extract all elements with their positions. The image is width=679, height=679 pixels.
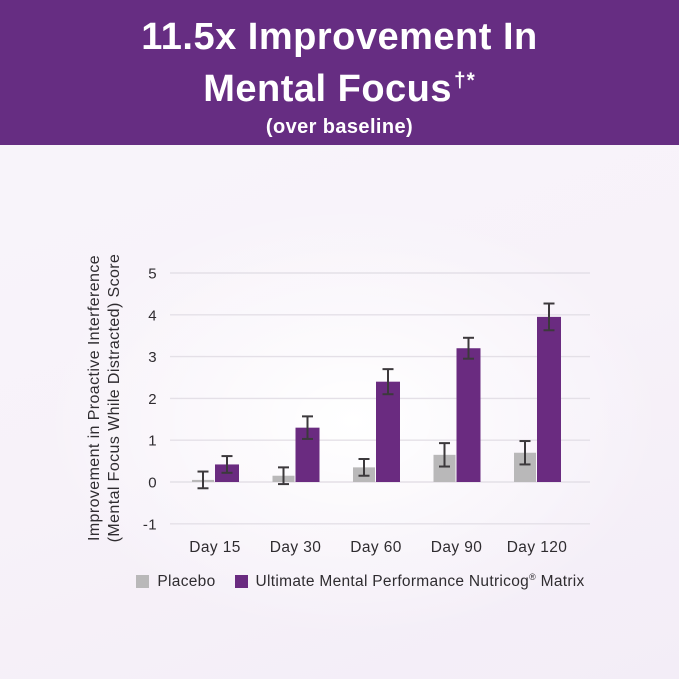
headline-footnote-marks: †* bbox=[454, 69, 476, 92]
x-tick-label-day-15: Day 15 bbox=[189, 539, 241, 556]
y-tick-label-1: 1 bbox=[148, 433, 157, 450]
bar-nutricog-day-60 bbox=[376, 381, 400, 482]
y-tick-label-2: 2 bbox=[148, 391, 157, 408]
bar-nutricog-day-90 bbox=[456, 348, 481, 482]
y-axis-label-line2: (Mental Focus While Distracted) Score bbox=[106, 254, 123, 543]
chart-legend: Placebo Ultimate Mental Performance Nutri… bbox=[21, 572, 679, 591]
x-tick-label-day-120: Day 120 bbox=[507, 539, 568, 556]
y-tick-label-5: 5 bbox=[148, 266, 157, 283]
headline: 11.5x Improvement In Mental Focus†* bbox=[0, 0, 679, 111]
x-tick-label-day-30: Day 30 bbox=[270, 539, 322, 556]
x-tick-label-day-60: Day 60 bbox=[350, 539, 402, 556]
headline-line2: Mental Focus bbox=[203, 68, 453, 110]
bar-placebo-day-120 bbox=[514, 452, 536, 482]
headline-subtitle: (over baseline) bbox=[265, 116, 414, 138]
x-tick-label-day-90: Day 90 bbox=[431, 539, 483, 556]
y-tick-label-0: 0 bbox=[148, 475, 157, 492]
header-banner: 11.5x Improvement In Mental Focus†* (over… bbox=[0, 0, 679, 145]
legend-label-nutricog: Ultimate Mental Performance Nutricog® Ma… bbox=[255, 572, 585, 591]
legend-swatch-nutricog bbox=[234, 575, 248, 589]
y-tick-label-3: 3 bbox=[148, 349, 157, 366]
y-axis-label-line1: Improvement in Proactive Interference bbox=[86, 255, 103, 541]
legend-label-placebo: Placebo bbox=[157, 572, 216, 590]
legend-item-placebo: Placebo bbox=[136, 573, 215, 591]
bar-nutricog-day-120 bbox=[537, 316, 561, 482]
y-tick-label--1: -1 bbox=[143, 516, 157, 533]
legend-item-nutricog: Ultimate Mental Performance Nutricog® Ma… bbox=[234, 572, 585, 591]
bar-chart: 5 4 3 2 1 0 -1 Improvement in Proactive Interfe… bbox=[86, 254, 590, 556]
y-tick-label-4: 4 bbox=[148, 307, 157, 324]
legend-swatch-placebo bbox=[136, 575, 150, 589]
bar-placebo-day-90 bbox=[433, 454, 456, 482]
headline-line1: 11.5x Improvement In bbox=[141, 16, 538, 58]
